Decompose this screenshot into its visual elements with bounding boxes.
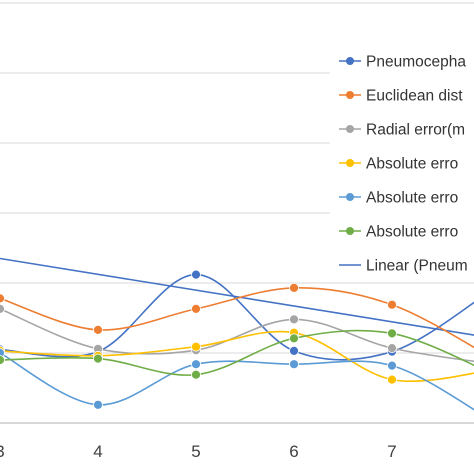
data-point [387, 299, 397, 310]
data-point [191, 359, 201, 370]
x-tick-label: 7 [387, 442, 396, 461]
x-tick-labels: 345678 [0, 442, 397, 461]
series-1 [0, 269, 474, 361]
legend-label: Euclidean dist [366, 88, 463, 105]
series-2 [0, 282, 474, 349]
x-tick-label: 3 [0, 442, 5, 461]
series-5 [0, 348, 474, 411]
data-point [289, 333, 299, 344]
legend-item: Absolute erro [339, 190, 458, 207]
data-point [191, 303, 201, 314]
legend: Pneumocepha Euclidean dist Radial error(m A… [330, 40, 474, 280]
legend-swatch-marker [346, 159, 354, 167]
legend-item: Radial error(m [339, 122, 465, 139]
data-point [387, 360, 397, 371]
legend-item: Linear (Pneum [339, 258, 468, 275]
legend-background [330, 40, 474, 280]
data-point [289, 359, 299, 370]
x-tick-label: 6 [289, 442, 298, 461]
data-point [387, 374, 397, 385]
legend-label: Absolute erro [366, 156, 458, 173]
data-point [93, 399, 103, 410]
series-line [0, 273, 474, 361]
legend-item: Absolute erro [339, 156, 458, 173]
trendline-linear [0, 257, 474, 336]
x-tick-label: 4 [93, 442, 102, 461]
data-point [191, 269, 201, 280]
series-line [0, 329, 474, 376]
data-point [289, 282, 299, 293]
data-point [0, 304, 5, 314]
legend-swatch-marker [346, 193, 354, 201]
data-point [387, 328, 397, 339]
data-point [387, 343, 397, 354]
series-line [0, 352, 474, 411]
legend-swatch-marker [346, 125, 354, 133]
data-point [191, 369, 201, 380]
legend-label: Absolute erro [366, 224, 458, 241]
trendline-layer [0, 257, 474, 336]
data-point [289, 314, 299, 325]
legend-swatch-marker [346, 227, 354, 235]
x-tick-label: 5 [191, 442, 200, 461]
series-line [0, 287, 474, 349]
series-layer [0, 269, 474, 411]
legend-label: Radial error(m [366, 122, 465, 139]
series-6 [0, 328, 474, 380]
data-point [289, 345, 299, 356]
series-line [0, 330, 474, 383]
data-point [0, 293, 5, 304]
data-point [93, 353, 103, 364]
data-point [0, 355, 5, 365]
legend-item: Pneumocepha [339, 54, 466, 71]
data-point [191, 341, 201, 352]
legend-item: Absolute erro [339, 224, 458, 241]
legend-label: Absolute erro [366, 190, 458, 207]
legend-swatch-marker [346, 91, 354, 99]
legend-label: Linear (Pneum [366, 258, 468, 275]
data-point [93, 324, 103, 335]
legend-swatch-marker [346, 57, 354, 65]
legend-label: Pneumocepha [366, 54, 466, 71]
series-line [0, 308, 474, 363]
legend-item: Euclidean dist [339, 88, 463, 105]
